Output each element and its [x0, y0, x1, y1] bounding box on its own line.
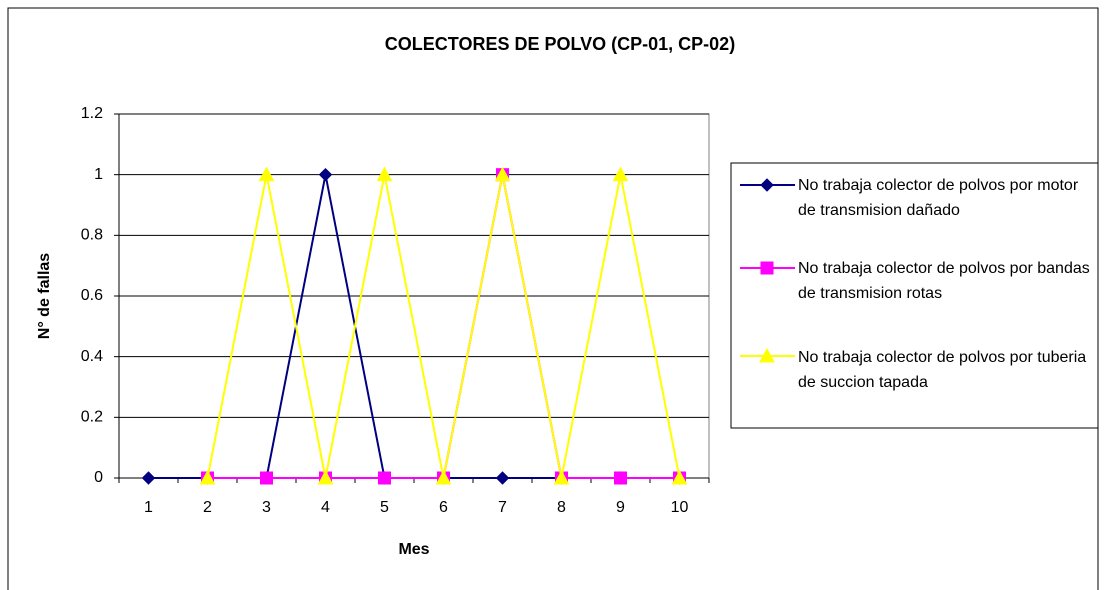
data-point — [318, 167, 333, 182]
x-tick-label: 9 — [616, 499, 625, 516]
y-tick-label: 0.2 — [81, 409, 103, 426]
data-point — [258, 166, 275, 182]
x-tick-label: 1 — [144, 499, 153, 516]
data-point — [141, 471, 156, 485]
legend-label: No trabaja colector de polvos por tuberi… — [798, 349, 1087, 391]
data-point — [495, 471, 510, 485]
data-point — [553, 469, 570, 485]
x-tick-label: 3 — [262, 499, 271, 516]
data-point — [378, 471, 391, 485]
x-tick-label: 7 — [498, 499, 507, 516]
data-point — [317, 469, 334, 485]
data-point — [612, 166, 629, 182]
y-tick-label: 0 — [94, 469, 103, 486]
data-point — [260, 471, 273, 485]
x-tick-label: 10 — [671, 499, 689, 516]
legend-label: No trabaja colector de polvos por motor … — [798, 177, 1079, 219]
legend-marker — [760, 261, 774, 275]
chart-title: COLECTORES DE POLVO (CP-01, CP-02) — [385, 34, 735, 54]
data-point — [435, 469, 452, 485]
legend-label: No trabaja colector de polvos por bandas… — [798, 260, 1090, 302]
data-point — [614, 471, 627, 485]
x-tick-label: 4 — [321, 499, 330, 516]
y-tick-label: 0.6 — [81, 287, 103, 304]
legend-marker — [759, 347, 775, 363]
x-tick-label: 8 — [557, 499, 566, 516]
data-point — [376, 166, 393, 182]
legend-box — [730, 162, 1099, 429]
y-tick-label: 1 — [94, 166, 103, 183]
x-tick-label: 2 — [203, 499, 212, 516]
data-point — [671, 469, 688, 485]
data-point — [199, 469, 216, 485]
x-tick-label: 5 — [380, 499, 389, 516]
x-axis-label: Mes — [398, 541, 429, 558]
y-tick-label: 0.8 — [81, 227, 103, 244]
y-axis-label: N° de fallas — [36, 253, 53, 340]
y-tick-label: 0.4 — [81, 348, 103, 365]
y-tick-label: 1.2 — [81, 105, 103, 122]
legend-marker — [760, 178, 774, 192]
x-tick-label: 6 — [439, 499, 448, 516]
data-point — [494, 166, 511, 182]
